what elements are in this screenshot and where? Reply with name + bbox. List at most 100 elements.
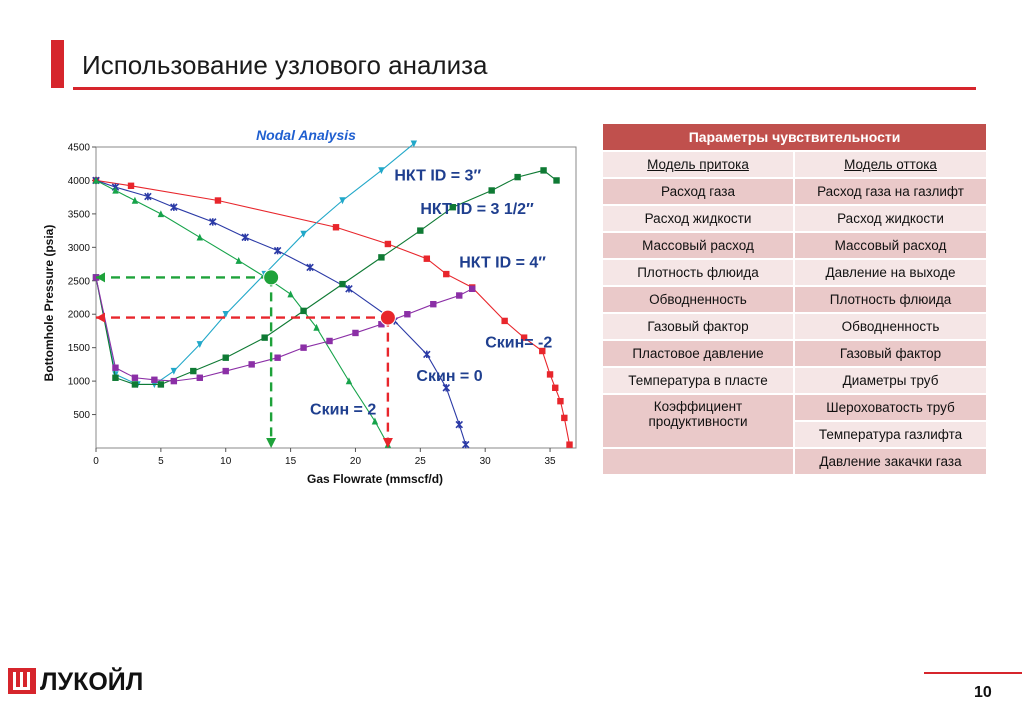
- outflow-cell: Плотность флюида: [792, 285, 989, 314]
- y-tick-label: 3000: [68, 243, 91, 254]
- data-point: [112, 364, 119, 371]
- data-point: [514, 173, 521, 181]
- nodal-analysis-chart: Nodal Analysis 0 5 10 15 20 25 30 35 500 1000 1500…: [40, 118, 580, 493]
- inflow-cell: Пластовое давление: [601, 339, 795, 368]
- x-axis-label: Gas Flowrate (mmscf/d): [307, 472, 443, 486]
- data-point: [214, 197, 222, 204]
- data-point: [423, 350, 431, 359]
- inflow-cell: Расход жидкости: [601, 204, 795, 233]
- data-point: [306, 263, 314, 272]
- data-point: [127, 182, 135, 189]
- operating-guides: [96, 272, 393, 448]
- data-point: [157, 210, 165, 218]
- y-tick-label: 4500: [68, 143, 91, 154]
- operating-point: [379, 309, 396, 326]
- page-rule: [924, 672, 1022, 674]
- x-tick-label: 10: [220, 456, 232, 467]
- data-point: [423, 255, 431, 262]
- outflow-cell: Расход жидкости: [792, 204, 989, 233]
- data-point: [261, 334, 268, 341]
- inflow-cell: Расход газа: [601, 177, 795, 206]
- data-point: [553, 177, 560, 184]
- annotation-label: Скин= -2: [485, 335, 552, 352]
- outflow-cell: Расход газа на газлифт: [792, 177, 989, 206]
- col-outflow-header: Модель оттока: [792, 150, 989, 179]
- data-point: [339, 280, 346, 288]
- annotation-label: НКТ ID = 3 1/2″: [420, 201, 534, 218]
- x-tick-label: 35: [544, 456, 556, 467]
- data-point: [196, 233, 203, 241]
- data-point: [352, 329, 359, 337]
- data-point: [170, 367, 178, 375]
- series-line-ipr_red: [95, 179, 571, 445]
- data-point: [384, 240, 392, 248]
- chart-series: [92, 140, 573, 449]
- inflow-cell: Массовый расход: [601, 231, 795, 260]
- inflow-cell: Температура в пласте: [601, 366, 795, 395]
- guide-arrow-left: [96, 272, 105, 283]
- annotation-label: НКТ ID = 3″: [394, 167, 481, 184]
- annotation-label: Скин = 2: [310, 402, 376, 419]
- data-point: [345, 377, 353, 385]
- chart-annotations: НКТ ID = 3″ НКТ ID = 3 1/2″ НКТ ID = 4″ Ски…: [310, 167, 552, 418]
- page-number: 10: [974, 684, 992, 701]
- data-point: [443, 270, 450, 278]
- outflow-cell: Температура газлифта: [792, 420, 989, 449]
- data-point: [273, 246, 282, 255]
- data-point: [430, 300, 437, 308]
- guide-arrow-down: [266, 438, 277, 448]
- x-tick-label: 20: [350, 456, 362, 467]
- data-point: [241, 233, 249, 242]
- x-tick-label: 0: [93, 456, 99, 467]
- data-point: [371, 417, 379, 425]
- y-tick-label: 1500: [68, 343, 91, 354]
- data-point: [345, 285, 353, 293]
- data-point: [287, 290, 294, 298]
- chart-tick-labels: 0 5 10 15 20 25 30 35 500 1000 1500 2000 2500 3000 350…: [68, 143, 556, 468]
- data-point: [196, 374, 203, 381]
- data-point: [546, 371, 554, 378]
- data-point: [332, 224, 340, 231]
- slide-title: Использование узлового анализа: [82, 50, 488, 80]
- table-header: Параметры чувствительности: [600, 122, 989, 152]
- outflow-cell: Газовый фактор: [792, 339, 989, 368]
- data-point: [469, 285, 476, 293]
- outflow-cell: Обводненность: [792, 312, 989, 341]
- operating-point: [263, 269, 280, 286]
- data-point: [300, 344, 307, 351]
- data-point: [235, 257, 242, 264]
- data-point: [455, 420, 464, 429]
- outflow-cell: Массовый расход: [792, 231, 989, 260]
- data-point: [378, 167, 385, 175]
- data-point: [222, 367, 229, 375]
- data-point: [190, 367, 197, 375]
- data-point: [461, 440, 470, 449]
- logo-text: ЛУКОЙЛ: [40, 668, 144, 696]
- data-point: [92, 176, 100, 184]
- data-point: [339, 197, 346, 205]
- data-point: [539, 347, 546, 355]
- data-point: [488, 187, 495, 194]
- outflow-cell: Диаметры труб: [792, 366, 989, 395]
- data-point: [112, 374, 119, 381]
- data-point: [326, 337, 333, 345]
- inflow-cell: Плотность флюида: [601, 258, 795, 287]
- data-point: [131, 374, 139, 381]
- data-point: [151, 376, 158, 383]
- y-tick-label: 500: [73, 410, 90, 421]
- data-point: [557, 397, 564, 405]
- outflow-cell: Шероховатость труб: [792, 393, 989, 422]
- data-point: [520, 334, 528, 341]
- lukoil-logo-icon: [8, 668, 36, 694]
- x-tick-label: 15: [285, 456, 297, 467]
- data-point: [540, 167, 547, 174]
- data-point: [404, 311, 411, 318]
- data-point: [378, 254, 385, 261]
- annotation-label: Скин = 0: [416, 368, 482, 385]
- data-point: [566, 441, 573, 448]
- operating-points: [263, 269, 396, 326]
- x-tick-label: 5: [158, 456, 164, 467]
- y-tick-label: 3500: [68, 209, 91, 220]
- chart-title: Nodal Analysis: [256, 127, 356, 143]
- plot-frame: [95, 146, 577, 449]
